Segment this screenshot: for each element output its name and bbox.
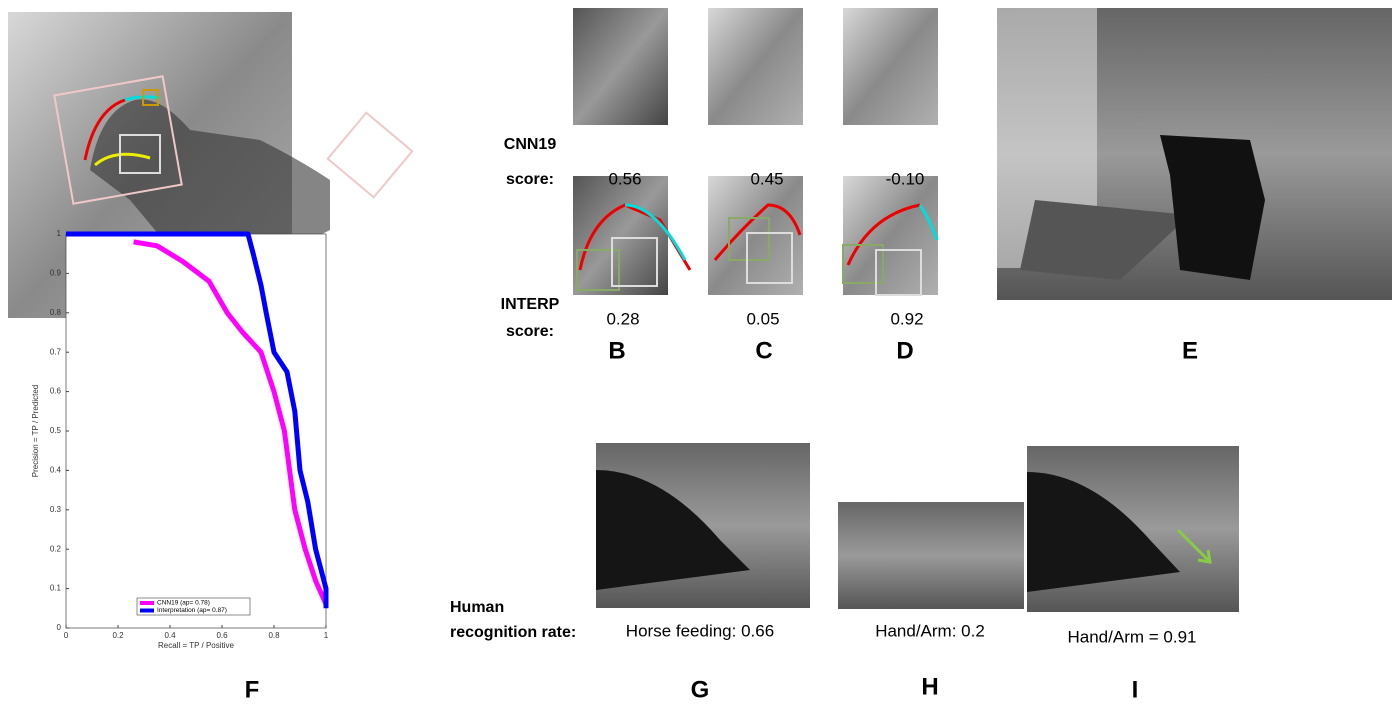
figure: A B C D E F G H I CNN19 score: 0.56 0.45… (0, 0, 1392, 700)
row-label: score: (506, 323, 554, 340)
x-tick-label: 0 (64, 631, 69, 640)
panel-label: D (896, 337, 913, 364)
panel-label: C (755, 337, 772, 364)
x-axis-label: Recall = TP / Positive (158, 641, 235, 650)
panel-label: E (1182, 337, 1198, 364)
panel-label: I (1132, 676, 1139, 700)
caption: Horse feeding: 0.66 (626, 621, 774, 640)
row-label: INTERP (501, 296, 560, 313)
x-tick-label: 0.4 (164, 631, 176, 640)
pr-chart: 0 0.2 0.4 0.6 0.8 1 0 0.1 0.2 0.3 0.4 0.5 0.6 0.7 0.8 0… (31, 229, 329, 650)
y-tick-label: 0.6 (50, 387, 62, 396)
caption: Hand/Arm = 0.91 (1068, 627, 1197, 646)
x-tick-label: 0.8 (268, 631, 280, 640)
y-tick-label: 0 (57, 623, 62, 632)
score: 0.28 (606, 309, 639, 328)
patch (843, 176, 938, 295)
y-tick-label: 1 (57, 229, 62, 238)
y-tick-label: 0.4 (50, 466, 62, 475)
y-tick-label: 0.7 (50, 347, 62, 356)
legend-label: Interpretation (ap= 0.87) (157, 607, 227, 614)
y-tick-label: 0.9 (50, 269, 62, 278)
legend-label: CNN19 (ap= 0.78) (157, 600, 210, 607)
patch (843, 8, 938, 125)
score: 0.56 (608, 169, 641, 188)
row-label: Human (450, 599, 504, 616)
row-label: recognition rate: (450, 624, 576, 641)
x-tick-label: 0.6 (216, 631, 228, 640)
score: 0.05 (746, 309, 779, 328)
photo-h (838, 502, 1024, 609)
box (328, 113, 413, 198)
y-tick-label: 0.1 (50, 584, 62, 593)
row-label: CNN19 (504, 136, 557, 153)
y-tick-label: 0.8 (50, 308, 62, 317)
score: -0.10 (886, 169, 925, 188)
panel-label: G (691, 676, 710, 700)
y-axis-label: Precision = TP / Predicted (31, 385, 40, 477)
patch (573, 176, 668, 295)
panel-label: H (921, 673, 938, 700)
score: 0.92 (890, 309, 923, 328)
caption: Hand/Arm: 0.2 (875, 621, 985, 640)
patch (573, 8, 668, 125)
y-tick-label: 0.5 (50, 426, 62, 435)
y-tick-label: 0.2 (50, 544, 62, 553)
panel-label: F (245, 676, 260, 700)
y-tick-label: 0.3 (50, 505, 62, 514)
plot-frame (66, 234, 326, 628)
score: 0.45 (750, 169, 783, 188)
row-label: score: (506, 171, 554, 188)
x-tick-label: 1 (324, 631, 329, 640)
patch (708, 176, 803, 295)
panel-label: B (608, 337, 625, 364)
x-tick-label: 0.2 (112, 631, 124, 640)
patch (708, 8, 803, 125)
